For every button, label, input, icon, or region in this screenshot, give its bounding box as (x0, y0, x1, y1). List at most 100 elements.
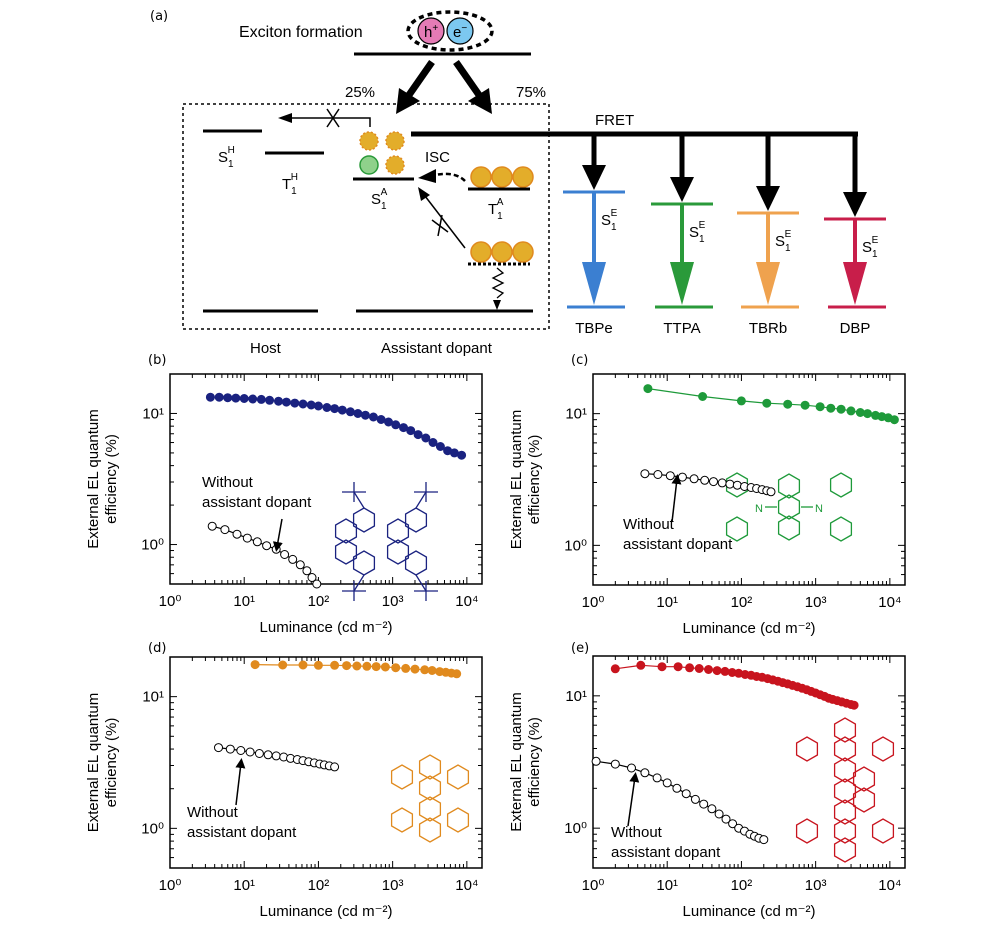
benzene-ring-icon (418, 796, 442, 822)
benzene-ring-icon (871, 736, 895, 762)
chart-panel-e: (e) 10⁰ 10¹ 10² 10³ 10⁴ 10⁰ 10¹ Luminance (cd m⁻… (508, 641, 906, 920)
data-point (236, 746, 246, 755)
benzene-ring-icon (852, 766, 876, 792)
percent-75-label: 75% (516, 84, 546, 101)
sup: E (785, 229, 792, 240)
data-point (665, 471, 675, 481)
data-point (653, 470, 663, 479)
emitter-tbrb: S1 E TBRb (737, 134, 799, 337)
data-point (406, 426, 416, 436)
data-point (250, 660, 260, 670)
benzene-ring-icon (833, 717, 857, 743)
benzene-ring-icon (352, 550, 376, 576)
y-tick-label: 10⁰ (141, 537, 164, 554)
y-axis-label-line1: External EL quantum (508, 692, 525, 832)
data-point (725, 479, 735, 489)
emission-arrow-head-icon (670, 262, 694, 305)
data-point (330, 404, 340, 414)
data-point (640, 768, 650, 778)
data-point (846, 406, 856, 416)
emitter-tbpe: S1 E TBPe (563, 134, 625, 337)
data-point (322, 403, 332, 412)
emitter-ttpa: S1 E TTPA (651, 134, 713, 337)
data-point (281, 397, 291, 407)
data-point (380, 662, 390, 672)
data-point (401, 663, 411, 673)
assistant-triplet-excitons-icon (470, 166, 534, 188)
data-point (720, 666, 730, 676)
x-tick-label: 10⁰ (582, 877, 605, 894)
data-point (239, 394, 249, 403)
molecule-tbpe-icon (334, 482, 438, 601)
chart-panel-b: (b) 10⁰ 10¹ 10² 10³ 10⁴ 10⁰ 10¹ Luminance (cd m⁻… (85, 353, 483, 636)
isc-label: ISC (425, 149, 450, 166)
benzene-ring-icon (418, 754, 442, 780)
data-point (280, 550, 290, 559)
annotation-without-assistant: Without (623, 516, 675, 533)
sub: 1 (611, 222, 617, 233)
nitrogen-label: N (815, 503, 823, 515)
data-point (362, 661, 372, 671)
annotation-arrow-icon (235, 758, 246, 806)
x-tick-label: 10¹ (233, 877, 255, 894)
data-point (736, 396, 746, 406)
data-point (413, 430, 423, 440)
benzene-ring-icon (390, 764, 414, 790)
data-point (677, 472, 687, 482)
blocked-risc-arrow-icon (418, 187, 466, 249)
data-point (766, 487, 776, 497)
data-point (225, 744, 235, 754)
annotation-without-assistant: Without (187, 804, 239, 821)
panel-a-diagram: (a) Exciton formation h+ e− 25% 75% S1H … (150, 9, 886, 357)
data-point (252, 537, 262, 547)
panel-label-a: (a) (150, 9, 168, 24)
data-point (690, 794, 700, 804)
host-assistant-box (182, 103, 550, 330)
data-point (709, 477, 718, 487)
sub: 1 (699, 234, 705, 245)
data-point (427, 666, 437, 675)
assistant-t1-label: T1A (488, 197, 504, 222)
y-axis-label-line2: efficiency (%) (526, 435, 543, 525)
y-tick-label: 10¹ (142, 689, 164, 706)
data-point (700, 475, 710, 485)
data-point (759, 835, 769, 845)
sub: 1 (785, 243, 791, 254)
x-axis-label: Luminance (cd m⁻²) (260, 903, 393, 920)
x-tick-label: 10¹ (233, 593, 255, 610)
fret-arrow-head-icon (843, 192, 867, 217)
data-point (298, 399, 308, 409)
data-point (662, 778, 672, 788)
data-point (435, 442, 445, 451)
molecule-dbp-icon (795, 717, 895, 863)
data-point (248, 394, 258, 404)
data-point (672, 783, 682, 793)
series-without-assistant (214, 743, 340, 772)
data-point (681, 789, 691, 799)
sup: E (872, 235, 879, 246)
x-tick-label: 10⁰ (582, 594, 605, 611)
data-point (353, 409, 363, 418)
fret-arrow-head-icon (582, 165, 606, 190)
benzene-ring-icon (418, 775, 442, 801)
x-tick-label: 10² (308, 593, 330, 610)
data-point (256, 394, 266, 404)
benzene-ring-icon (725, 516, 749, 542)
benzene-ring-icon (777, 473, 801, 499)
emitter-name-label: TBRb (749, 320, 787, 337)
benzene-ring-icon (777, 494, 801, 520)
benzene-ring-icon (833, 837, 857, 863)
sub: 1 (872, 249, 878, 260)
data-point (298, 660, 308, 670)
data-point (640, 469, 650, 479)
hole-label: h+ (424, 23, 438, 41)
data-point (205, 392, 215, 402)
data-point (368, 412, 378, 422)
host-t1-label: T1H (282, 172, 298, 197)
data-point (231, 393, 241, 403)
y-tick-label: 10¹ (565, 406, 587, 423)
benzene-ring-icon (871, 818, 895, 844)
data-point (391, 663, 401, 673)
